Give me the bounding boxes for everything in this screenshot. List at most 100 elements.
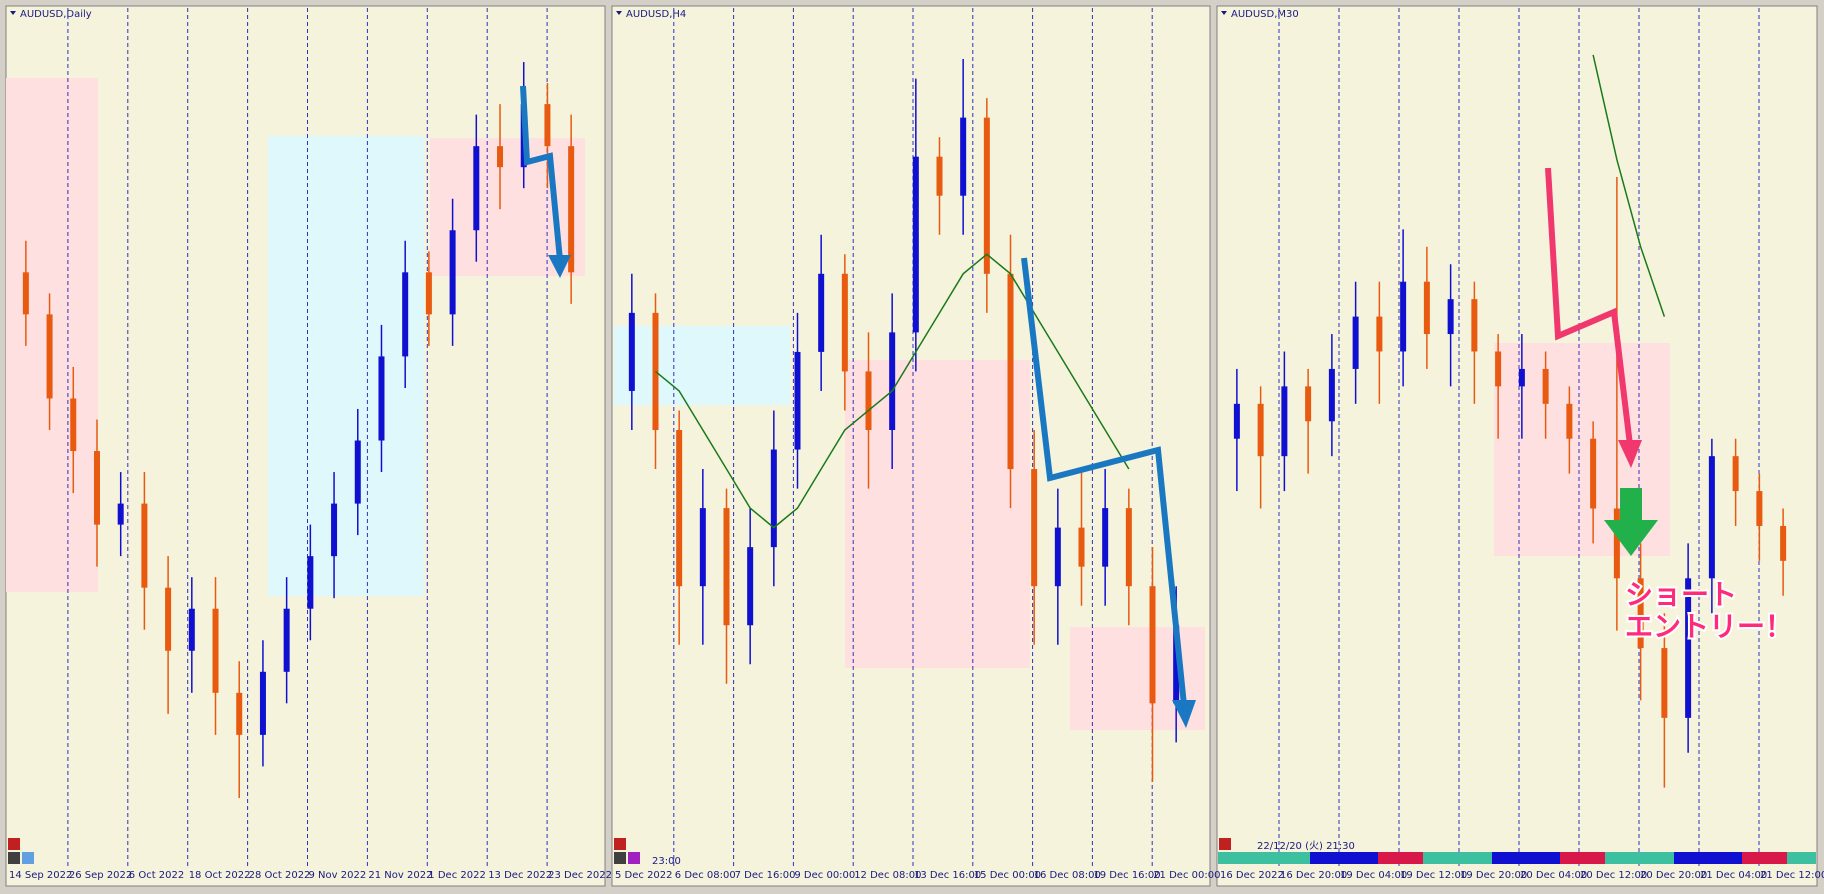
candle-body [1031, 469, 1038, 587]
candle-body [865, 371, 872, 430]
panel-button[interactable] [8, 852, 20, 864]
candle-body [117, 503, 124, 525]
x-label: 5 Dec 2022 [615, 870, 673, 881]
panel-button[interactable] [1219, 838, 1231, 850]
candle-body [141, 503, 148, 588]
candle-body [1257, 403, 1264, 457]
candle-body [46, 314, 53, 399]
annotation: エントリー！ [1625, 610, 1793, 643]
candle-body [1471, 299, 1478, 352]
title-marker [1221, 11, 1227, 15]
panel-button[interactable] [614, 838, 626, 850]
candle-body [1732, 456, 1739, 492]
candle-body [1007, 273, 1014, 470]
candle-body [1780, 525, 1787, 561]
status-label: 22/12/20 (火) 21:30 [1257, 840, 1355, 852]
candle-body [1173, 625, 1180, 704]
x-label: 19 Dec 12:00 [1400, 870, 1467, 881]
x-label: 21 Dec 04:00 [1700, 870, 1767, 881]
candle-body [699, 508, 706, 587]
candle-body [723, 508, 730, 626]
arrow-head [1172, 700, 1196, 728]
candle-body [425, 272, 432, 315]
x-label: 16 Dec 20:00 [1280, 870, 1347, 881]
x-label: 21 Dec 00:00 [1153, 870, 1220, 881]
x-label: 21 Dec 12:00 [1760, 870, 1824, 881]
moving-average [1592, 54, 1666, 317]
x-label: 9 Dec 00:00 [794, 870, 855, 881]
candle-body [165, 587, 172, 651]
candle-body [1613, 508, 1620, 579]
x-label: 6 Oct 2022 [129, 870, 184, 881]
x-label: 16 Dec 2022 [1220, 870, 1284, 881]
candle-body [794, 351, 801, 450]
zone [614, 326, 790, 405]
candle-body [188, 608, 195, 651]
arrow [1021, 257, 1187, 706]
candle-body [331, 503, 338, 557]
candle-body [818, 273, 825, 352]
candle-body [1495, 351, 1502, 387]
candle-body [1281, 386, 1288, 457]
candle-body [1566, 403, 1573, 439]
x-label: 15 Dec 00:00 [974, 870, 1041, 881]
zone [268, 136, 424, 596]
candle-body [473, 146, 480, 231]
x-label: 13 Dec 16:00 [914, 870, 981, 881]
candle-body [1542, 368, 1549, 404]
x-label: 20 Dec 04:00 [1520, 870, 1587, 881]
candle-body [1125, 508, 1132, 587]
title-marker [616, 11, 622, 15]
candle-body [747, 547, 754, 626]
x-label: 6 Dec 08:00 [675, 870, 736, 881]
panel-button[interactable] [614, 852, 626, 864]
candle-body [1708, 456, 1715, 579]
candle-body [236, 692, 243, 735]
panel-button[interactable] [22, 852, 34, 864]
candle-body [1590, 438, 1597, 509]
session-bar [1560, 852, 1605, 864]
candle-body [283, 608, 290, 672]
candle-body [497, 146, 504, 168]
annotation: ショート [1625, 578, 1737, 611]
x-label: 14 Sep 2022 [9, 870, 72, 881]
title-marker [10, 11, 16, 15]
candle-body [1149, 586, 1156, 704]
session-bar [1674, 852, 1742, 864]
session-bar [1378, 852, 1423, 864]
x-label: 19 Dec 04:00 [1340, 870, 1407, 881]
x-label: 28 Oct 2022 [249, 870, 311, 881]
candle-body [983, 117, 990, 274]
candle-body [1423, 281, 1430, 335]
candle-body [402, 272, 409, 357]
zone [845, 360, 1030, 668]
session-bar [1742, 852, 1787, 864]
arrow-head [548, 255, 571, 278]
arrow-head [1618, 440, 1642, 468]
x-label: 20 Dec 20:00 [1640, 870, 1707, 881]
candle-body [1078, 527, 1085, 567]
candle-body [1352, 316, 1359, 369]
candle-body [1447, 299, 1454, 335]
status-label: 23:00 [652, 856, 681, 867]
candle-body [628, 312, 635, 391]
x-label: 12 Dec 08:00 [854, 870, 921, 881]
x-label: 19 Dec 16:00 [1093, 870, 1160, 881]
session-bar [1310, 852, 1378, 864]
candle-body [70, 398, 77, 452]
panel-button[interactable] [8, 838, 20, 850]
candle-body [1756, 491, 1763, 526]
candle-body [770, 449, 777, 548]
candle-body [889, 332, 896, 430]
entry-arrow [1604, 488, 1658, 556]
candle-body [22, 272, 29, 315]
candle-body [307, 556, 314, 609]
candle-body [259, 671, 266, 735]
panel-title: AUDUSD,H4 [626, 9, 686, 20]
candle-body [378, 356, 385, 441]
panel-button[interactable] [628, 852, 640, 864]
session-bar [1492, 852, 1560, 864]
candle-body [1233, 403, 1240, 439]
